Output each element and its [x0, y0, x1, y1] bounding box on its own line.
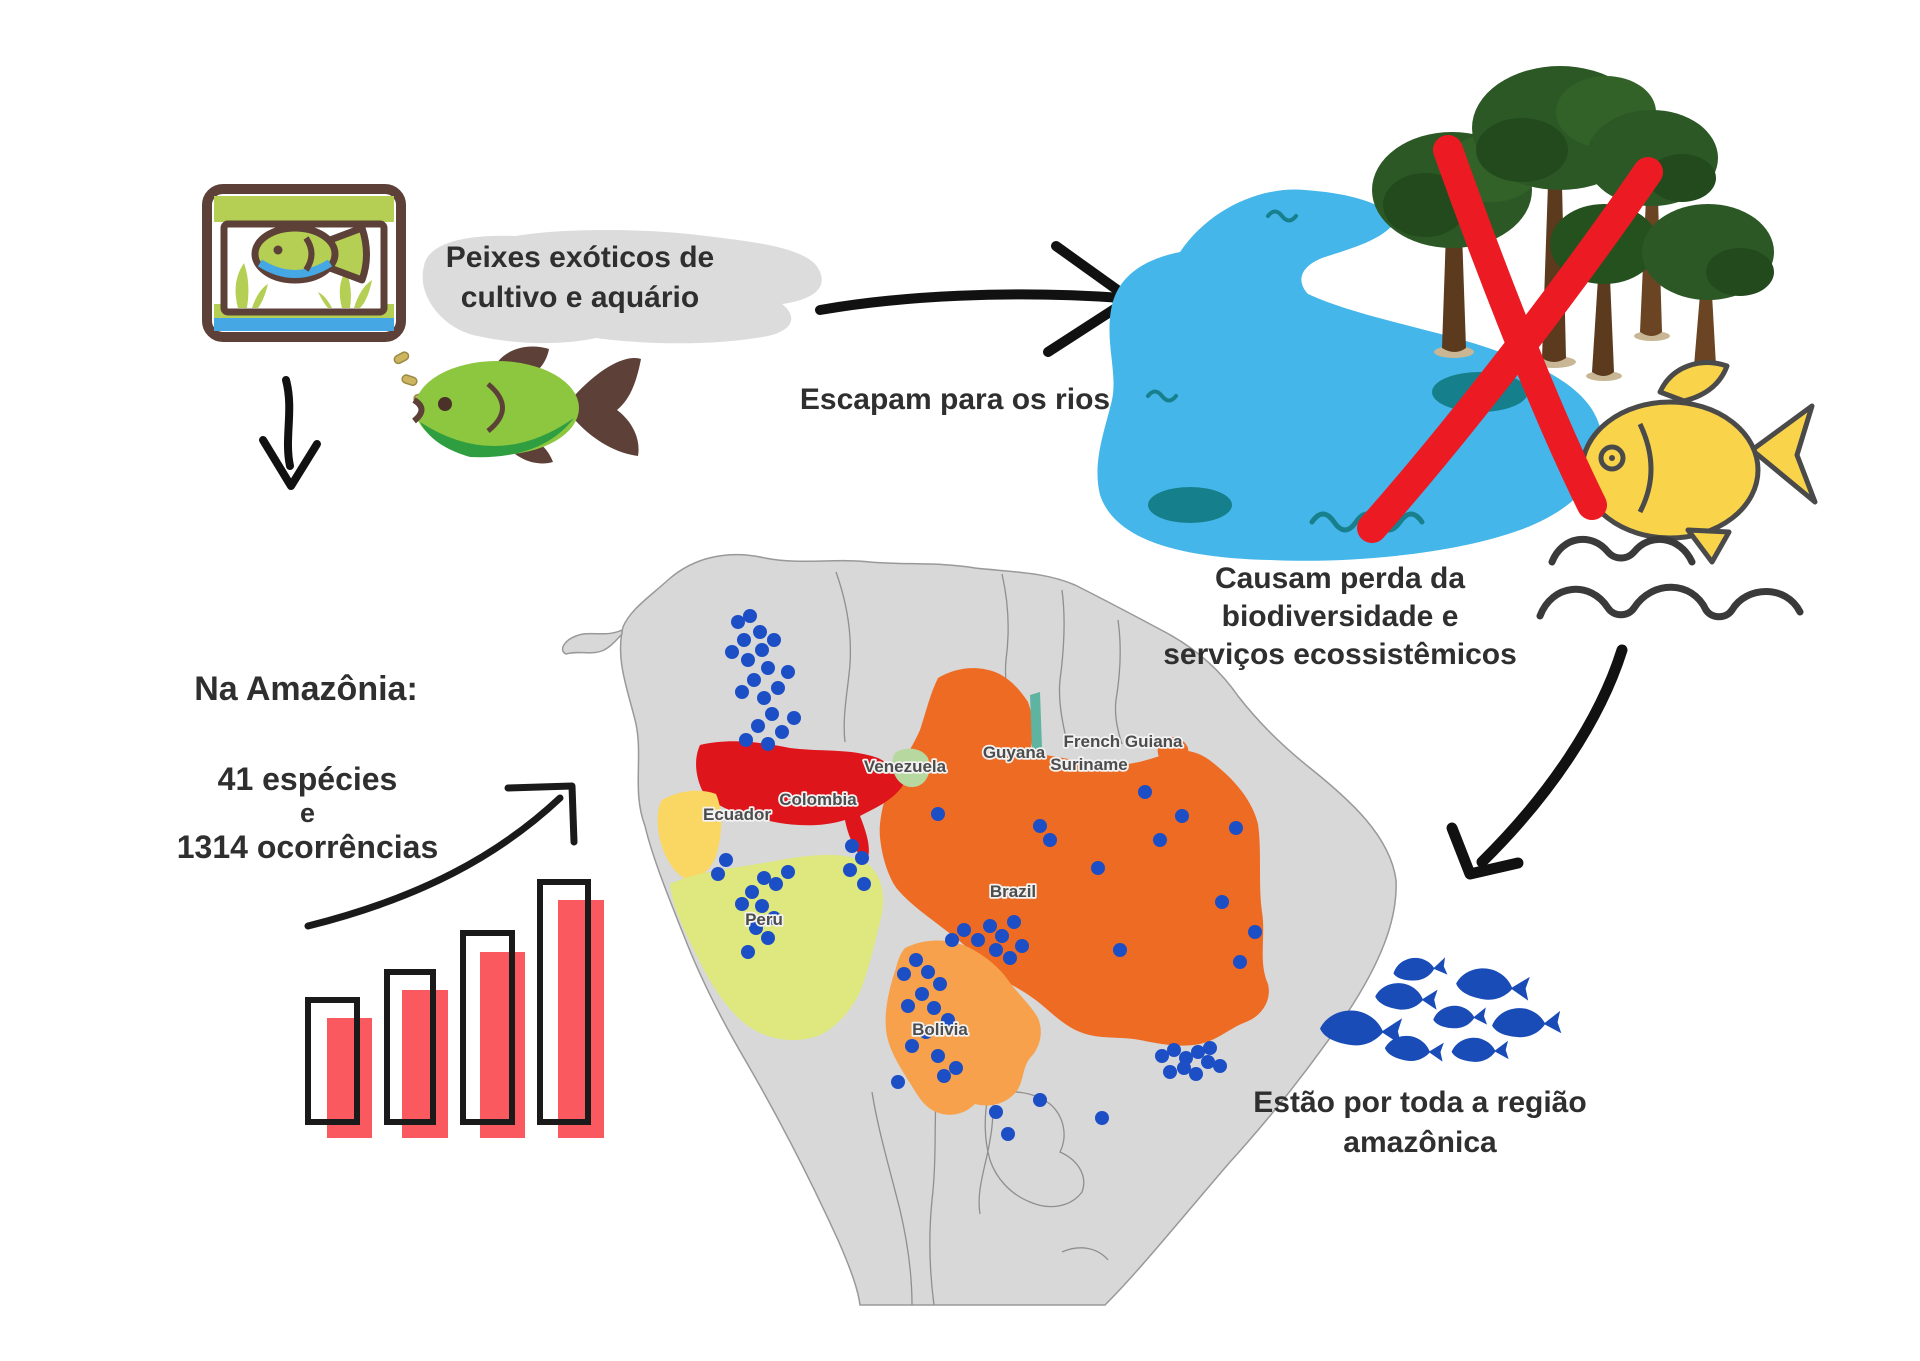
stats-occurrences: 1314 ocorrências: [176, 829, 439, 865]
stats-connector: e: [299, 798, 316, 828]
caption-impact-line1: Causam perda da: [1214, 562, 1466, 595]
waves-icon: [1536, 535, 1804, 621]
caption-escape: Escapam para os rios: [799, 383, 1111, 416]
arrow-curved-growth-icon: [304, 782, 578, 930]
map-label-guyana: Guyana: [983, 743, 1046, 762]
occurrence-dots: [711, 609, 1262, 1141]
growth-bars-icon: [305, 879, 604, 1138]
map-label-ecuador: Ecuador: [703, 805, 771, 824]
caption-source: Peixes exóticos de cultivo e aquário: [390, 238, 770, 318]
exotic-fish-icon: [393, 346, 641, 464]
tank-fish-icon: [251, 224, 370, 284]
map-label-colombia: Colombia: [779, 790, 857, 809]
map-region-frenchguiana-patch: [1157, 737, 1189, 766]
caption-source-line2: cultivo e aquário: [460, 281, 700, 314]
map-label-peru: Peru: [745, 910, 783, 929]
caption-impact-line2: biodiversidade e: [1221, 600, 1459, 633]
map-label-suriname: Suriname: [1050, 755, 1127, 774]
caption-impact: Causam perda da biodiversidade e serviço…: [1085, 560, 1595, 674]
speech-blob: [422, 230, 822, 344]
arrow-down-left-icon: [1446, 644, 1628, 880]
map-region-venezuela-patch: [892, 748, 930, 788]
map-label-venezuela: Venezuela: [864, 757, 947, 776]
map-panama: [561, 628, 623, 655]
map-region-ecuador: [657, 790, 722, 879]
caption-spread: Estão por toda a região amazônica: [1215, 1083, 1625, 1163]
stats-body: 41 espécies e 1314 ocorrências: [130, 760, 485, 866]
arrow-down-icon: [259, 376, 321, 490]
caption-spread-line1: Estão por toda a região: [1253, 1086, 1587, 1119]
stats-heading: Na Amazônia:: [194, 670, 418, 708]
aquarium-icon: [202, 184, 406, 342]
map-label-brazil: Brazil: [990, 882, 1036, 901]
plant-icon: [235, 263, 268, 308]
map-region-guyana-sliver: [1030, 692, 1042, 750]
yellow-fish-icon: [1579, 360, 1818, 565]
map-region-peru: [670, 854, 884, 1041]
map-region-bolivia: [885, 940, 1041, 1115]
map-borders: [835, 571, 1123, 1306]
caption-source-line1: Peixes exóticos de: [445, 241, 715, 274]
map-region-colombia: [696, 741, 905, 862]
map-label-bolivia: Bolivia: [912, 1020, 968, 1039]
caption-spread-line2: amazônica: [1343, 1126, 1497, 1159]
map-label-french-guiana: French Guiana: [1063, 732, 1183, 751]
plant-icon: [318, 270, 372, 308]
red-x-icon: [1357, 135, 1663, 543]
arrow-right-icon: [815, 241, 1135, 357]
stats-species: 41 espécies: [217, 761, 398, 797]
caption-impact-line3: serviços ecossistêmicos: [1163, 638, 1517, 671]
